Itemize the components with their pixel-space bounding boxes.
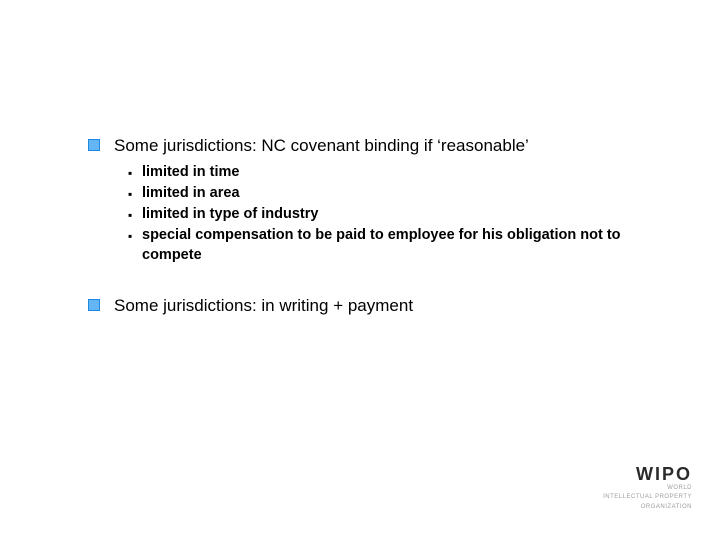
logo-sub-text: INTELLECTUAL PROPERTY: [603, 494, 692, 502]
main-item-text: Some jurisdictions: in writing + payment: [114, 295, 413, 317]
logo-main-text: WIPO: [603, 465, 692, 483]
wipo-logo: WIPO WORLD INTELLECTUAL PROPERTY ORGANIZ…: [603, 465, 692, 512]
list-item: Some jurisdictions: NC covenant binding …: [88, 135, 658, 157]
square-bullet-icon: [88, 139, 100, 151]
main-item-text: Some jurisdictions: NC covenant binding …: [114, 135, 529, 157]
square-dot-icon: ▪: [128, 205, 142, 225]
sub-list: ▪ limited in time ▪ limited in area ▪ li…: [128, 163, 658, 265]
logo-sub-text: ORGANIZATION: [603, 504, 692, 512]
logo-sub-text: WORLD: [603, 485, 692, 493]
square-dot-icon: ▪: [128, 184, 142, 204]
content-block: Some jurisdictions: NC covenant binding …: [88, 135, 658, 323]
sub-item-text: limited in area: [142, 184, 240, 204]
sub-list-item: ▪ special compensation to be paid to emp…: [128, 226, 658, 265]
slide: Some jurisdictions: NC covenant binding …: [0, 0, 720, 540]
square-dot-icon: ▪: [128, 163, 142, 183]
sub-item-text: limited in time: [142, 163, 240, 183]
list-item: Some jurisdictions: in writing + payment: [88, 295, 658, 317]
sub-item-text: limited in type of industry: [142, 205, 318, 225]
sub-list-item: ▪ limited in time: [128, 163, 658, 183]
sub-list-item: ▪ limited in area: [128, 184, 658, 204]
square-dot-icon: ▪: [128, 226, 142, 246]
sub-item-text: special compensation to be paid to emplo…: [142, 226, 642, 265]
sub-list-item: ▪ limited in type of industry: [128, 205, 658, 225]
square-bullet-icon: [88, 299, 100, 311]
